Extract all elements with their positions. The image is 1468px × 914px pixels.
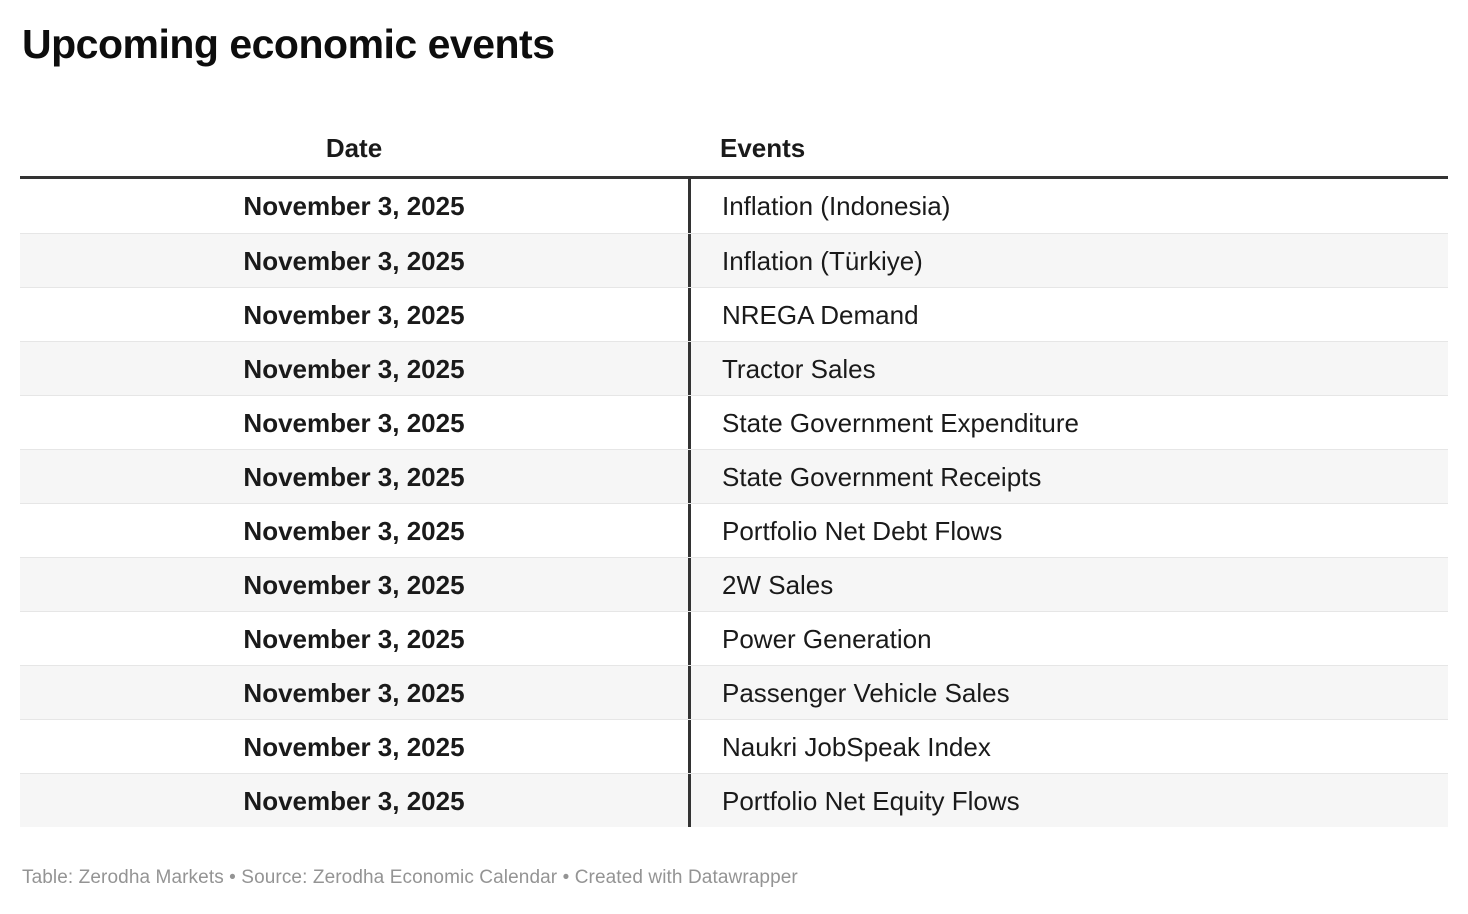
date-cell: November 3, 2025: [243, 407, 465, 438]
date-cell: November 3, 2025: [243, 677, 465, 708]
date-cell: November 3, 2025: [243, 353, 465, 384]
datawrapper-table-page: Upcoming economic events Date Events Nov…: [20, 21, 1448, 889]
event-cell: Power Generation: [688, 612, 1448, 666]
page-title: Upcoming economic events: [22, 21, 555, 67]
table-row: November 3, 2025 Inflation (Türkiye): [20, 233, 1448, 288]
event-cell: Inflation (Türkiye): [688, 234, 1448, 288]
table-row: November 3, 2025 State Government Receipt…: [20, 449, 1448, 504]
date-cell: November 3, 2025: [243, 245, 465, 276]
event-cell: NREGA Demand: [688, 288, 1448, 342]
attribution-footer: Table: Zerodha Markets • Source: Zerodha…: [22, 867, 798, 889]
column-header-date: Date: [325, 133, 383, 164]
table-row: November 3, 2025 Power Generation: [20, 611, 1448, 666]
date-cell: November 3, 2025: [243, 785, 465, 816]
event-cell: Passenger Vehicle Sales: [688, 666, 1448, 720]
table-body: November 3, 2025 Inflation (Indonesia) Nov…: [20, 179, 1448, 828]
date-cell: November 3, 2025: [243, 191, 465, 222]
table-row: November 3, 2025 Naukri JobSpeak Index: [20, 719, 1448, 774]
column-header-events: Events: [720, 133, 806, 164]
event-cell: Inflation (Indonesia): [688, 179, 1448, 234]
table-row: November 3, 2025 State Government Expendi…: [20, 395, 1448, 450]
table-header-row: Date Events: [20, 121, 1448, 180]
table-row: November 3, 2025 NREGA Demand: [20, 287, 1448, 342]
date-cell: November 3, 2025: [243, 731, 465, 762]
table-row: November 3, 2025 Tractor Sales: [20, 341, 1448, 396]
event-cell: State Government Expenditure: [688, 396, 1448, 450]
date-cell: November 3, 2025: [243, 569, 465, 600]
table-row: November 3, 2025 Portfolio Net Debt Flows: [20, 503, 1448, 558]
table-row: November 3, 2025 Inflation (Indonesia): [20, 179, 1448, 234]
event-cell: 2W Sales: [688, 558, 1448, 612]
date-cell: November 3, 2025: [243, 461, 465, 492]
event-cell: Portfolio Net Equity Flows: [688, 774, 1448, 828]
table-row: November 3, 2025 Passenger Vehicle Sales: [20, 665, 1448, 720]
events-table: Date Events November 3, 2025 Inflation (I…: [20, 121, 1448, 828]
table-row: November 3, 2025 2W Sales: [20, 557, 1448, 612]
event-cell: Portfolio Net Debt Flows: [688, 504, 1448, 558]
table-row: November 3, 2025 Portfolio Net Equity Flo…: [20, 773, 1448, 828]
date-cell: November 3, 2025: [243, 623, 465, 654]
date-cell: November 3, 2025: [243, 515, 465, 546]
event-cell: State Government Receipts: [688, 450, 1448, 504]
event-cell: Tractor Sales: [688, 342, 1448, 396]
date-cell: November 3, 2025: [243, 299, 465, 330]
event-cell: Naukri JobSpeak Index: [688, 720, 1448, 774]
